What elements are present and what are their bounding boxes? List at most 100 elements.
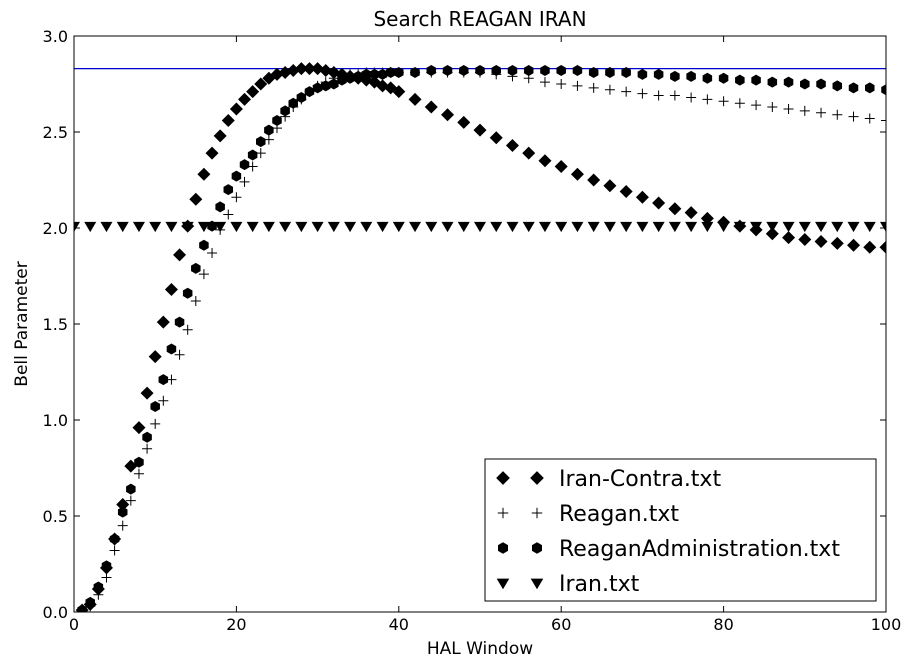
data-point (457, 115, 471, 129)
legend-marker (531, 507, 543, 519)
data-point (279, 221, 292, 233)
y-tick-label: 0.5 (43, 507, 68, 526)
data-point (247, 149, 258, 161)
data-point (246, 221, 259, 233)
data-point (587, 173, 601, 187)
data-point (733, 221, 746, 233)
y-tick-label: 1.0 (43, 411, 68, 430)
data-point (189, 192, 203, 206)
data-point (126, 483, 136, 495)
data-point (142, 443, 153, 454)
data-point (191, 262, 201, 274)
data-point (254, 77, 268, 91)
data-point (173, 248, 187, 262)
data-point (246, 85, 260, 99)
data-point (247, 161, 258, 172)
data-point (668, 202, 682, 216)
data-point (311, 221, 324, 233)
data-point (702, 94, 713, 105)
data-point (505, 138, 519, 152)
data-point (197, 167, 211, 181)
legend-label: Iran-Contra.txt (559, 467, 721, 492)
data-point (214, 221, 227, 233)
series-triangle-down (74, 221, 886, 233)
data-point (489, 131, 503, 145)
data-point (361, 68, 372, 80)
data-point (604, 84, 615, 95)
data-point (174, 316, 185, 328)
data-point (394, 66, 404, 78)
data-point (863, 221, 876, 233)
data-point (830, 236, 844, 250)
data-point (670, 70, 680, 82)
data-point (783, 76, 794, 88)
data-point (523, 65, 534, 77)
data-point (255, 148, 266, 159)
data-point (880, 221, 886, 233)
data-point (635, 190, 649, 204)
legend-label: Reagan.txt (559, 502, 679, 527)
legend-item: ReaganAdministration.txt (498, 537, 840, 562)
legend: Iran-Contra.txt Reagan.txt ReaganAdministr… (484, 458, 877, 602)
data-point (377, 68, 388, 80)
data-point (799, 105, 810, 116)
data-point (619, 185, 633, 199)
x-tick-label: 60 (551, 615, 571, 634)
data-point (538, 221, 551, 233)
data-point (588, 66, 599, 78)
data-point (221, 113, 235, 127)
data-point (426, 65, 437, 77)
x-axis-label: HAL Window (427, 639, 533, 658)
data-point (571, 221, 584, 233)
data-point (473, 123, 487, 137)
data-point (814, 234, 828, 248)
data-point (555, 221, 568, 233)
chart-title: Search REAGAN IRAN (373, 7, 586, 31)
legend-marker (530, 578, 544, 590)
data-point (117, 506, 128, 518)
data-point (85, 596, 95, 608)
data-point (101, 572, 112, 583)
data-point (620, 221, 633, 233)
data-point (392, 85, 406, 99)
legend-marker (496, 578, 510, 590)
y-tick-label: 2.0 (43, 219, 68, 238)
data-point (182, 324, 193, 335)
axis-ticks: 0 20 40 60 80 100 0.0 0.5 1.0 1.5 2.0 2.5 3.0 (43, 27, 902, 634)
x-tick-label: 40 (389, 615, 409, 634)
data-point (156, 315, 170, 329)
data-point (424, 100, 438, 114)
data-point (734, 98, 745, 109)
data-point (881, 84, 886, 96)
data-point (766, 221, 779, 233)
data-point (215, 201, 225, 213)
data-point (408, 92, 422, 106)
data-point (588, 82, 599, 93)
data-point (637, 68, 648, 80)
data-point (117, 520, 128, 531)
x-tick-label: 100 (871, 615, 902, 634)
data-point (337, 74, 347, 86)
data-point (392, 221, 405, 233)
data-point (798, 221, 811, 233)
data-point (603, 179, 617, 193)
data-point (345, 72, 355, 84)
data-point (798, 233, 812, 247)
data-point (410, 66, 420, 78)
y-tick-label: 1.5 (43, 315, 68, 334)
data-point (109, 545, 120, 556)
data-point (572, 65, 583, 77)
legend-item: Iran.txt (496, 572, 640, 597)
data-point (848, 111, 859, 122)
data-point (425, 221, 438, 233)
data-point (165, 221, 178, 233)
data-point (181, 221, 194, 233)
data-point (199, 239, 209, 251)
legend-label: Iran.txt (559, 572, 640, 597)
data-point (700, 211, 714, 225)
data-point (353, 70, 363, 82)
data-point (442, 65, 453, 77)
data-point (223, 209, 234, 220)
data-point (360, 221, 373, 233)
data-point (150, 418, 161, 429)
